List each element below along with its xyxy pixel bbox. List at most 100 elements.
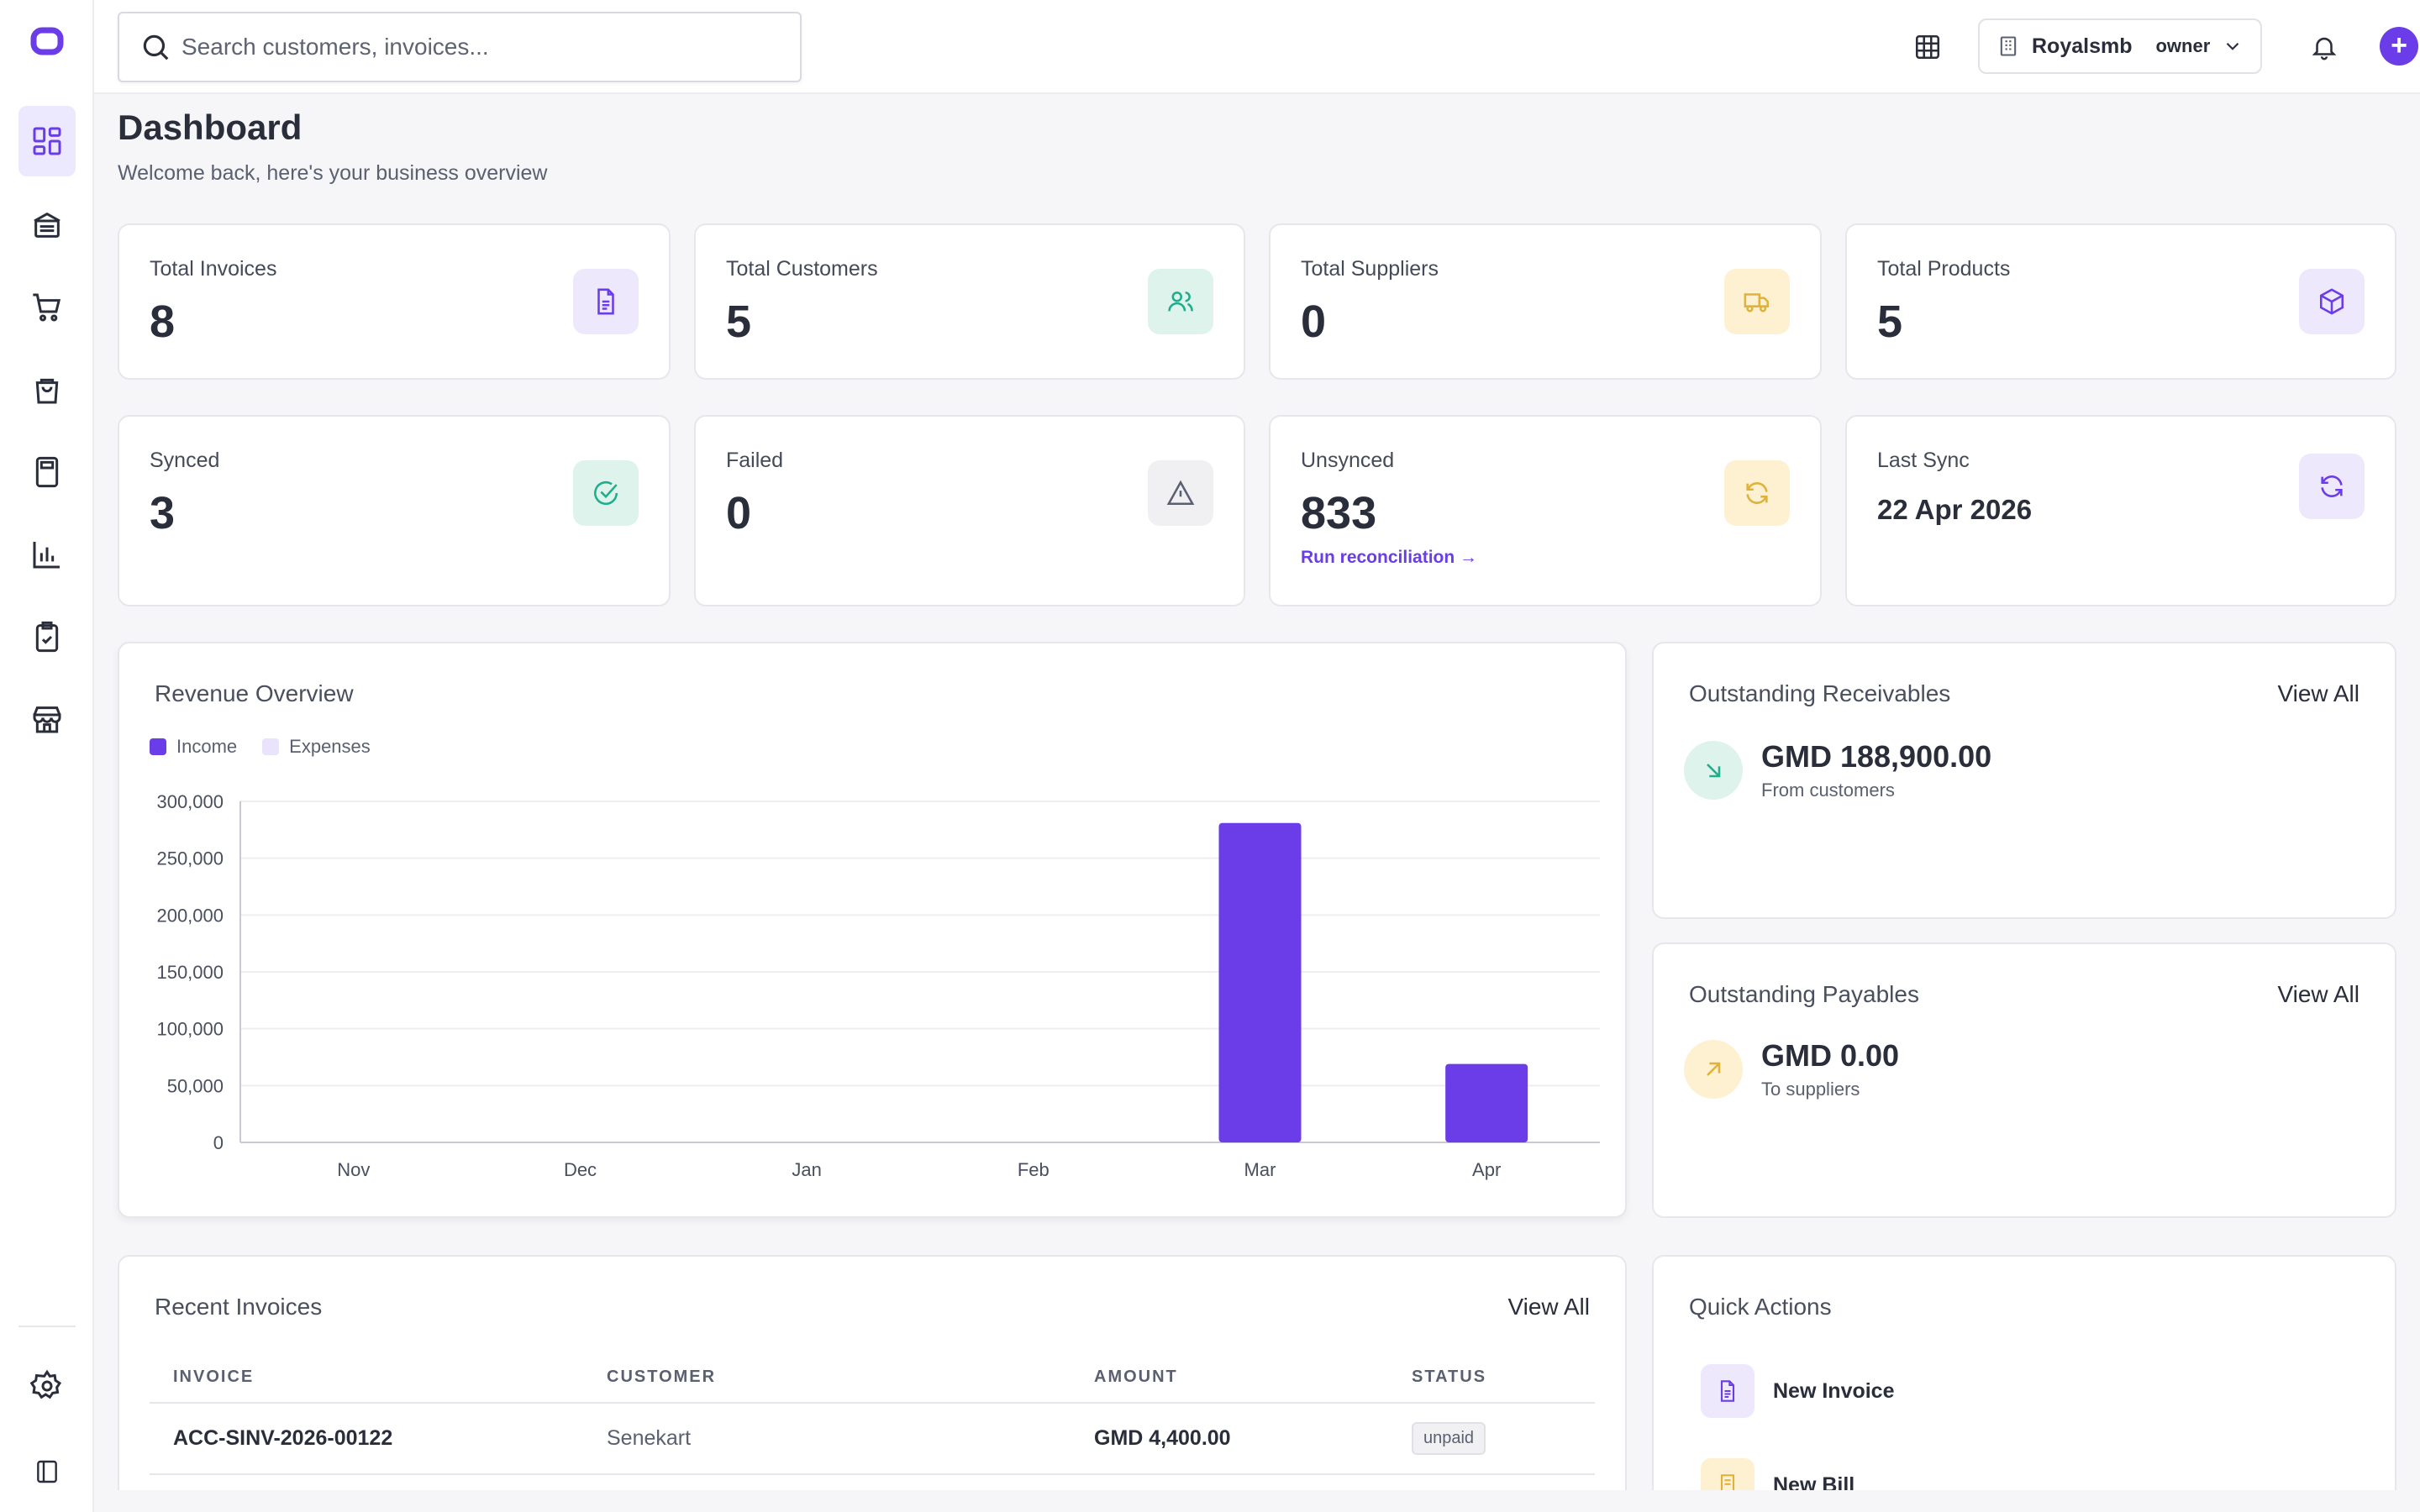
- stat-card-total-customers[interactable]: Total Customers 5: [694, 223, 1245, 380]
- legend-item-expenses[interactable]: Expenses: [262, 736, 371, 758]
- quick-action-new-invoice[interactable]: New Invoice: [1701, 1364, 1895, 1418]
- nav-tasks[interactable]: [18, 601, 76, 672]
- income-bar-mar[interactable]: [1218, 822, 1302, 1142]
- bank-icon: [34, 212, 60, 238]
- stat-value: 8: [150, 297, 176, 347]
- nav-reports[interactable]: [18, 519, 76, 590]
- clipboard-check-icon: [35, 621, 59, 653]
- stat-value: 5: [1877, 297, 1903, 347]
- y-tick-label: 150,000: [156, 962, 224, 983]
- status-badge: unpaid: [1412, 1422, 1486, 1455]
- nav-settings[interactable]: [18, 1351, 76, 1421]
- stat-card-total-invoices[interactable]: Total Invoices 8: [118, 223, 671, 380]
- legend-item-income[interactable]: Income: [150, 736, 237, 758]
- organization-switcher[interactable]: Royalsmb owner: [1978, 18, 2262, 74]
- stat-label: Last Sync: [1877, 449, 1970, 472]
- receivables-title: Outstanding Receivables: [1689, 680, 1951, 706]
- y-tick-label: 250,000: [156, 848, 224, 869]
- payables-view-all-link[interactable]: View All: [2277, 981, 2360, 1007]
- column-header-invoice[interactable]: INVOICE: [150, 1368, 583, 1404]
- quick-add-button[interactable]: +: [2380, 27, 2418, 66]
- organization-role: owner: [2155, 35, 2211, 56]
- run-reconciliation-link[interactable]: Run reconciliation →: [1301, 548, 1478, 567]
- nav-calculator[interactable]: [18, 437, 76, 507]
- stat-value: 0: [1301, 297, 1327, 347]
- revenue-overview-title: Revenue Overview: [155, 680, 354, 706]
- quick-actions-card: Quick Actions New Invoice New Bill: [1652, 1255, 2396, 1512]
- sidebar-collapse-toggle[interactable]: [18, 1445, 76, 1499]
- payables-summary: GMD 0.00 To suppliers: [1684, 1038, 1899, 1100]
- search-box[interactable]: [118, 12, 802, 82]
- recent-invoices-view-all-link[interactable]: View All: [1507, 1294, 1590, 1320]
- stat-label: Total Customers: [726, 257, 878, 281]
- legend-label: Expenses: [289, 736, 371, 757]
- y-tick-label: 300,000: [156, 791, 224, 812]
- building-icon: [2000, 36, 2017, 56]
- sidebar-toggle-icon: [37, 1460, 57, 1483]
- legend-label: Income: [176, 736, 238, 757]
- arrow-down-right-icon: [1684, 741, 1743, 800]
- invoice-number[interactable]: ACC-SINV-2026-00122: [150, 1403, 583, 1475]
- nav-sales[interactable]: [18, 272, 76, 343]
- receivables-view-all-link[interactable]: View All: [2277, 680, 2360, 706]
- bell-icon: [2312, 37, 2337, 60]
- topbar: Royalsmb owner +: [94, 0, 2420, 94]
- invoice-customer: Senekart: [583, 1403, 1071, 1475]
- organization-name: Royalsmb: [2032, 34, 2133, 58]
- stat-label: Synced: [150, 449, 220, 472]
- y-tick-label: 50,000: [167, 1075, 224, 1096]
- calculator-icon: [35, 456, 59, 488]
- stat-value: 22 Apr 2026: [1877, 494, 2033, 525]
- search-icon: [143, 34, 169, 60]
- stat-card-synced[interactable]: Synced 3: [118, 415, 671, 606]
- stat-card-total-suppliers[interactable]: Total Suppliers 0: [1269, 223, 1822, 380]
- stat-card-total-products[interactable]: Total Products 5: [1845, 223, 2396, 380]
- sidebar-divider: [18, 1326, 76, 1327]
- search-input[interactable]: [182, 34, 753, 60]
- outstanding-receivables-card: Outstanding Receivables View All GMD 188…: [1652, 642, 2396, 919]
- y-tick-label: 200,000: [156, 905, 224, 926]
- receivables-subtext: From customers: [1761, 780, 1895, 801]
- stat-label: Total Invoices: [150, 257, 277, 281]
- table-row[interactable]: ACC-SINV-2026-00122 Senekart GMD 4,400.0…: [150, 1403, 1595, 1475]
- nav-dashboard[interactable]: [18, 106, 76, 176]
- invoice-status-cell: unpaid: [1388, 1403, 1595, 1475]
- stat-value: 833: [1301, 488, 1377, 538]
- quick-actions-title: Quick Actions: [1689, 1294, 1832, 1320]
- revenue-bar-chart: 300,000 250,000 200,000 150,000 100,000 50,00…: [156, 791, 1600, 1180]
- arrow-up-right-icon: [1684, 1040, 1743, 1099]
- column-header-amount[interactable]: AMOUNT: [1071, 1368, 1388, 1404]
- stat-card-unsynced[interactable]: Unsynced 833 Run reconciliation →: [1269, 415, 1822, 606]
- stat-card-last-sync[interactable]: Last Sync 22 Apr 2026: [1845, 415, 2396, 606]
- recent-invoices-title: Recent Invoices: [155, 1294, 323, 1320]
- viewport-bottom-edge: [94, 1490, 2420, 1512]
- app-logo[interactable]: [30, 27, 64, 55]
- x-tick-label: Nov: [337, 1159, 370, 1180]
- revenue-overview-card: Revenue Overview Income Expenses 300,000…: [118, 642, 1627, 1218]
- stat-value: 0: [726, 488, 752, 538]
- page-title: Dashboard: [118, 108, 302, 147]
- nav-purchases[interactable]: [18, 354, 76, 425]
- page-subtitle: Welcome back, here's your business overv…: [118, 161, 548, 185]
- column-header-customer[interactable]: CUSTOMER: [583, 1368, 1071, 1404]
- users-icon: [1148, 269, 1213, 334]
- x-tick-label: Jan: [792, 1159, 821, 1180]
- recent-invoices-card: Recent Invoices View All INVOICE CUSTOME…: [118, 1255, 1627, 1512]
- apps-grid-button[interactable]: [1909, 29, 1946, 66]
- y-tick-label: 100,000: [156, 1019, 224, 1040]
- income-bar-apr[interactable]: [1445, 1063, 1528, 1142]
- stat-label: Total Products: [1877, 257, 2011, 281]
- x-tick-label: Mar: [1244, 1159, 1276, 1180]
- notifications-button[interactable]: [2306, 29, 2343, 66]
- gear-icon: [30, 1369, 62, 1399]
- nav-store[interactable]: [18, 684, 76, 754]
- x-tick-label: Dec: [564, 1159, 597, 1180]
- stat-card-failed[interactable]: Failed 0: [694, 415, 1245, 606]
- table-header-row: INVOICE CUSTOMER AMOUNT STATUS: [150, 1368, 1595, 1404]
- stat-label: Total Suppliers: [1301, 257, 1439, 281]
- chevron-down-icon: [2226, 42, 2239, 50]
- column-header-status[interactable]: STATUS: [1388, 1368, 1595, 1404]
- warning-icon: [1148, 460, 1213, 526]
- nav-accounting[interactable]: [18, 190, 76, 260]
- box-icon: [2299, 269, 2365, 334]
